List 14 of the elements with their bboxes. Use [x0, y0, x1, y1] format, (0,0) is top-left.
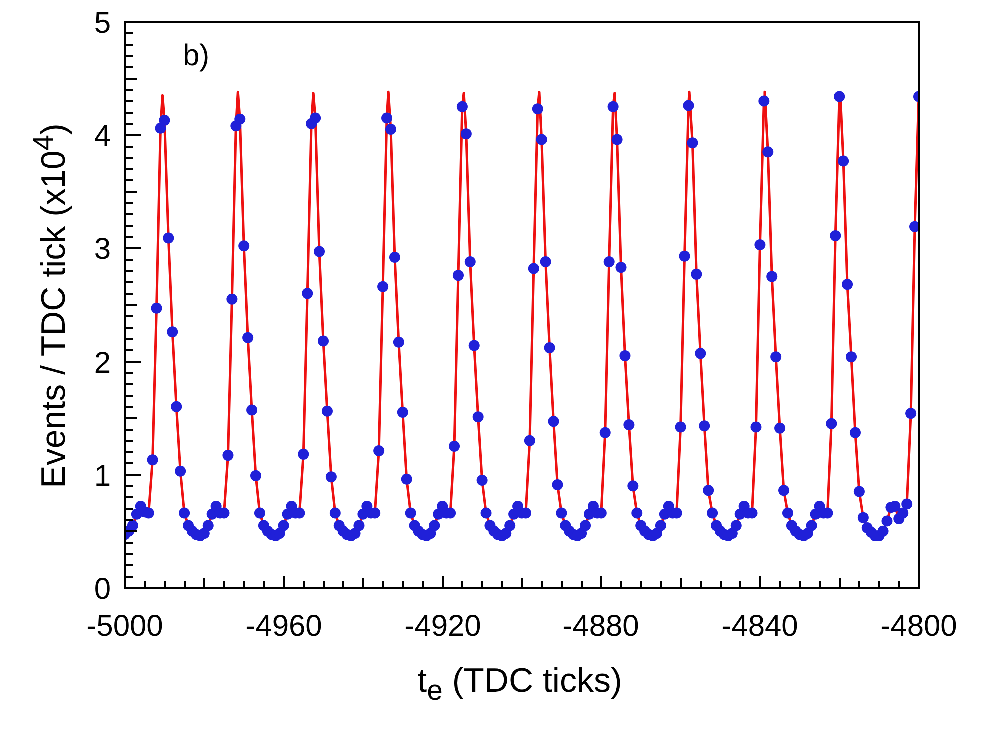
- x-tick-label: -4960: [246, 610, 322, 643]
- annotation: b): [183, 39, 210, 72]
- x-tick-label: -4800: [880, 610, 958, 643]
- y-tick-label: 2: [94, 347, 111, 380]
- x-tick-label: -4920: [404, 610, 482, 643]
- y-tick-label: 5: [94, 7, 111, 40]
- x-tick-label: -4880: [562, 610, 640, 643]
- x-tick-label: -5000: [86, 610, 164, 643]
- y-tick-label: 3: [94, 233, 111, 266]
- x-tick-label: -4840: [722, 610, 798, 643]
- y-tick-label: 0: [94, 573, 111, 606]
- x-axis-title: t$_{e}$ (TDC ticks): [416, 662, 624, 708]
- y-tick-label: 4: [94, 120, 111, 153]
- y-tick-label: 1: [94, 460, 111, 493]
